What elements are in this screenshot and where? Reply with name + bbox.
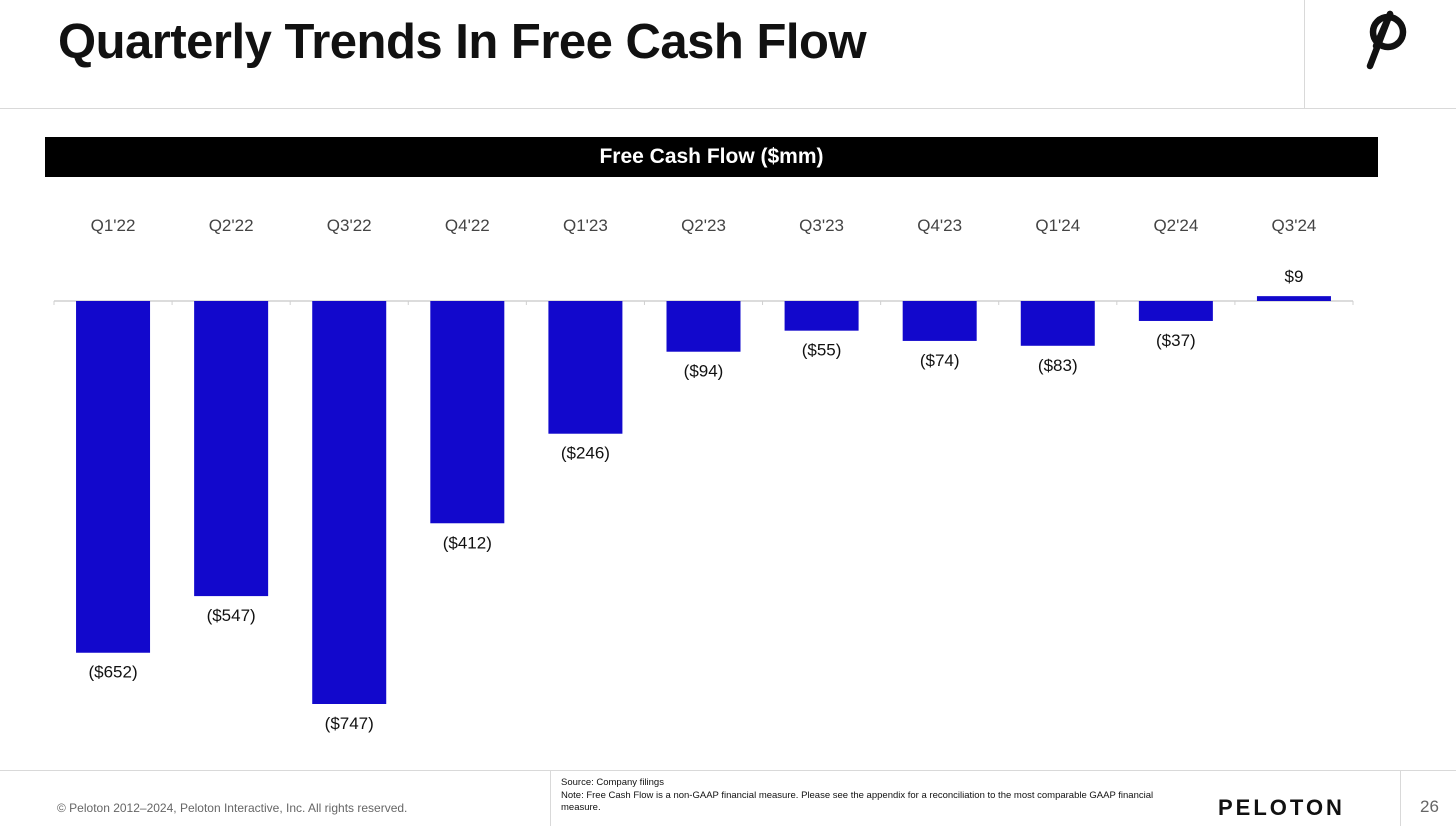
footer: © Peloton 2012–2024, Peloton Interactive… — [0, 770, 1456, 826]
header-divider — [1304, 0, 1305, 108]
bar — [666, 301, 741, 352]
bar — [1138, 301, 1213, 321]
header: Quarterly Trends In Free Cash Flow — [0, 0, 1456, 109]
bar — [902, 301, 977, 341]
data-label: ($747) — [325, 714, 374, 733]
data-label: ($652) — [88, 663, 137, 682]
peloton-wordmark: PELOTON — [1218, 795, 1345, 820]
copyright-text: © Peloton 2012–2024, Peloton Interactive… — [57, 801, 408, 815]
category-label: Q3'23 — [799, 216, 844, 235]
page-number: 26 — [1420, 797, 1439, 816]
category-label: Q3'22 — [327, 216, 372, 235]
data-label: ($83) — [1038, 356, 1078, 375]
bar — [194, 301, 269, 597]
footnotes: Source: Company filings Note: Free Cash … — [561, 777, 1161, 815]
bar — [76, 301, 151, 653]
data-label: ($55) — [802, 341, 842, 360]
category-label: Q4'23 — [917, 216, 962, 235]
category-label: Q2'24 — [1153, 216, 1198, 235]
data-label: ($547) — [207, 606, 256, 625]
gaap-note: Note: Free Cash Flow is a non-GAAP finan… — [561, 789, 1154, 814]
bar — [312, 301, 387, 704]
data-label: ($246) — [561, 444, 610, 463]
bar — [784, 301, 859, 331]
data-label: ($37) — [1156, 331, 1196, 350]
peloton-logo-icon — [1366, 10, 1407, 70]
category-label: Q4'22 — [445, 216, 490, 235]
category-label: Q1'24 — [1035, 216, 1080, 235]
bar — [1256, 296, 1331, 301]
footer-divider — [550, 771, 551, 826]
source-note: Source: Company filings — [561, 777, 664, 788]
bar — [1020, 301, 1095, 346]
chart-title: Free Cash Flow ($mm) — [599, 145, 824, 168]
data-label: ($412) — [443, 533, 492, 552]
category-label: Q2'23 — [681, 216, 726, 235]
free-cash-flow-chart: Q1'22 ($652) Q2'22 ($547) Q3'22 ($747) Q4'22 ($… — [53, 216, 1354, 733]
category-label: Q1'23 — [563, 216, 608, 235]
bar — [548, 301, 623, 434]
page-title: Quarterly Trends In Free Cash Flow — [58, 15, 867, 69]
category-label: Q2'22 — [209, 216, 254, 235]
data-label: ($94) — [684, 362, 724, 381]
footer-divider-right — [1400, 771, 1401, 826]
bar — [430, 301, 505, 524]
category-label: Q1'22 — [91, 216, 136, 235]
chart-title-banner: Free Cash Flow ($mm) — [45, 137, 1378, 177]
data-label: ($74) — [920, 351, 960, 370]
category-label: Q3'24 — [1272, 216, 1317, 235]
data-label: $9 — [1284, 267, 1303, 286]
